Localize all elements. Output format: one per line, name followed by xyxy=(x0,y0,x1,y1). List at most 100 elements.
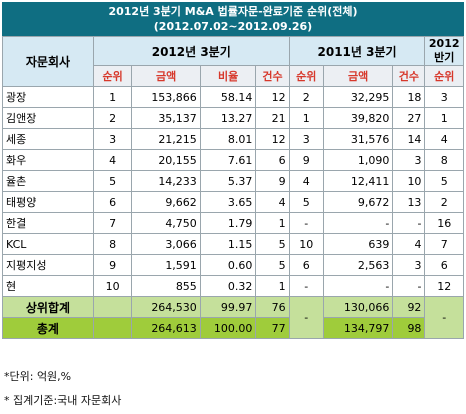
title-line-2: (2012.07.02~2012.09.26) xyxy=(153,20,313,33)
amount-2011q3-cell: 31,576 xyxy=(322,128,394,150)
count-2011q3-cell: 10 xyxy=(392,170,426,192)
header-2012q3: 2012년 3분기 xyxy=(92,36,290,66)
table-row: 광장 1 153,866 58.14 12 2 32,295 18 3 xyxy=(2,86,464,108)
table-title: 2012년 3분기 M&A 법률자문-완료기준 순위(전체) (2012.07.… xyxy=(2,2,464,36)
ratio-2012q3-cell: 0.60 xyxy=(199,254,257,276)
amount-2012q3-cell: 153,866 xyxy=(131,86,201,108)
subtotal-amount: 264,530 xyxy=(131,296,201,318)
rank-2012-half-cell: 12 xyxy=(424,275,464,297)
rank-2012-half-cell: 2 xyxy=(424,191,464,213)
ratio-2012q3-cell: 7.61 xyxy=(199,149,257,171)
ratio-2012q3-cell: 58.14 xyxy=(199,86,257,108)
firm-name-cell: 현 xyxy=(2,275,94,297)
amount-2011q3-cell: 12,411 xyxy=(322,170,394,192)
totals-rank-2011-dash: - xyxy=(288,296,324,339)
rank-2012-half-cell: 5 xyxy=(424,170,464,192)
rank-2012q3-cell: 6 xyxy=(92,191,133,213)
table-row: 현 10 855 0.32 1- - -12 xyxy=(2,275,464,297)
rank-2012q3-cell: 4 xyxy=(92,149,133,171)
amount-2011q3-cell: 39,820 xyxy=(322,107,394,129)
count-2012q3-cell: 5 xyxy=(255,233,290,255)
header-row-periods: 자문회사 2012년 3분기 2011년 3분기 2012 반기 xyxy=(2,36,464,87)
firm-name-cell: 화우 xyxy=(2,149,94,171)
rank-2012q3-cell: 8 xyxy=(92,233,133,255)
header-count-2011: 건수 xyxy=(392,65,426,87)
count-2012q3-cell: 12 xyxy=(255,86,290,108)
rank-2012q3-cell: 3 xyxy=(92,128,133,150)
subtotal-label: 상위합계 xyxy=(2,296,94,318)
firm-name-cell: KCL xyxy=(2,233,94,255)
amount-2012q3-cell: 35,137 xyxy=(131,107,201,129)
rank-2012-half-cell: 7 xyxy=(424,233,464,255)
subtotal-count: 76 xyxy=(255,296,290,318)
amount-2012q3-cell: 21,215 xyxy=(131,128,201,150)
table-row: 화우 4 20,155 7.61 6 9 1,090 3 8 xyxy=(2,149,464,171)
count-2011q3-cell: 3 xyxy=(392,254,426,276)
count-2011q3-cell: 14 xyxy=(392,128,426,150)
subtotal-ratio: 99.97 xyxy=(199,296,257,318)
rank-2012q3-cell: 7 xyxy=(92,212,133,234)
header-firm: 자문회사 xyxy=(2,36,94,87)
table-row: KCL 8 3,066 1.15 5 10 639 4 7 xyxy=(2,233,464,255)
count-2012q3-cell: 6 xyxy=(255,149,290,171)
amount-2012q3-cell: 1,591 xyxy=(131,254,201,276)
total-amount-2011: 134,797 xyxy=(322,317,394,339)
ratio-2012q3-cell: 13.27 xyxy=(199,107,257,129)
rank-2011q3-cell: - xyxy=(288,212,324,234)
table-row: 율촌 5 14,233 5.37 9 4 12,411 10 5 xyxy=(2,170,464,192)
count-2011q3-cell: 18 xyxy=(392,86,426,108)
firm-name-cell: 세종 xyxy=(2,128,94,150)
table-row: 태평양 6 9,662 3.65 4 5 9,672 13 2 xyxy=(2,191,464,213)
header-ratio: 비율 xyxy=(199,65,257,87)
header-row-columns: 순위 금액 비율 건수 순위 금액 건수 순위 xyxy=(3,65,464,87)
rank-2012q3-cell: 9 xyxy=(92,254,133,276)
total-label: 총계 xyxy=(2,317,94,339)
rank-2011q3-cell: 3 xyxy=(288,128,324,150)
footnote-unit: *단위: 억원,% xyxy=(4,370,72,383)
table-row: 김앤장 2 35,137 13.27 21 1 39,820 27 1 xyxy=(2,107,464,129)
firm-name-cell: 김앤장 xyxy=(2,107,94,129)
header-rank-2011: 순위 xyxy=(288,65,324,87)
header-rank-half: 순위 xyxy=(424,65,464,87)
count-2012q3-cell: 5 xyxy=(255,254,290,276)
rank-2011q3-cell: 6 xyxy=(288,254,324,276)
ratio-2012q3-cell: 1.15 xyxy=(199,233,257,255)
amount-2012q3-cell: 3,066 xyxy=(131,233,201,255)
header-amount: 금액 xyxy=(131,65,201,87)
amount-2012q3-cell: 9,662 xyxy=(131,191,201,213)
count-2011q3-cell: 27 xyxy=(392,107,426,129)
total-ratio: 100.00 xyxy=(199,317,257,339)
amount-2011q3-cell: 639 xyxy=(322,233,394,255)
subtotal-rank-empty xyxy=(92,296,133,318)
amount-2012q3-cell: 14,233 xyxy=(131,170,201,192)
table-row: 지평지성 9 1,591 0.60 5 6 2,563 3 6 xyxy=(2,254,464,276)
title-line-1: 2012년 3분기 M&A 법률자문-완료기준 순위(전체) xyxy=(108,5,358,18)
firm-name-cell: 지평지성 xyxy=(2,254,94,276)
header-rank: 순위 xyxy=(92,65,133,87)
ratio-2012q3-cell: 8.01 xyxy=(199,128,257,150)
rank-2012-half-cell: 4 xyxy=(424,128,464,150)
count-2012q3-cell: 4 xyxy=(255,191,290,213)
rank-2012-half-cell: 1 xyxy=(424,107,464,129)
count-2011q3-cell: - xyxy=(392,275,426,297)
total-rank-empty xyxy=(92,317,133,339)
count-2012q3-cell: 12 xyxy=(255,128,290,150)
subtotal-count-2011: 92 xyxy=(392,296,426,318)
ratio-2012q3-cell: 3.65 xyxy=(199,191,257,213)
rank-2012-half-cell: 6 xyxy=(424,254,464,276)
amount-2011q3-cell: - xyxy=(322,275,394,297)
rank-2011q3-cell: 2 xyxy=(288,86,324,108)
table-row: 세종 3 21,215 8.01 12 3 31,576 14 4 xyxy=(2,128,464,150)
amount-2011q3-cell: 2,563 xyxy=(322,254,394,276)
total-count: 77 xyxy=(255,317,290,339)
amount-2012q3-cell: 4,750 xyxy=(131,212,201,234)
rank-2012q3-cell: 1 xyxy=(92,86,133,108)
rank-2012-half-cell: 3 xyxy=(424,86,464,108)
amount-2011q3-cell: 1,090 xyxy=(322,149,394,171)
count-2011q3-cell: 4 xyxy=(392,233,426,255)
rank-2011q3-cell: 1 xyxy=(288,107,324,129)
subtotal-amount-2011: 130,066 xyxy=(322,296,394,318)
count-2011q3-cell: 3 xyxy=(392,149,426,171)
amount-2012q3-cell: 855 xyxy=(131,275,201,297)
ratio-2012q3-cell: 1.79 xyxy=(199,212,257,234)
